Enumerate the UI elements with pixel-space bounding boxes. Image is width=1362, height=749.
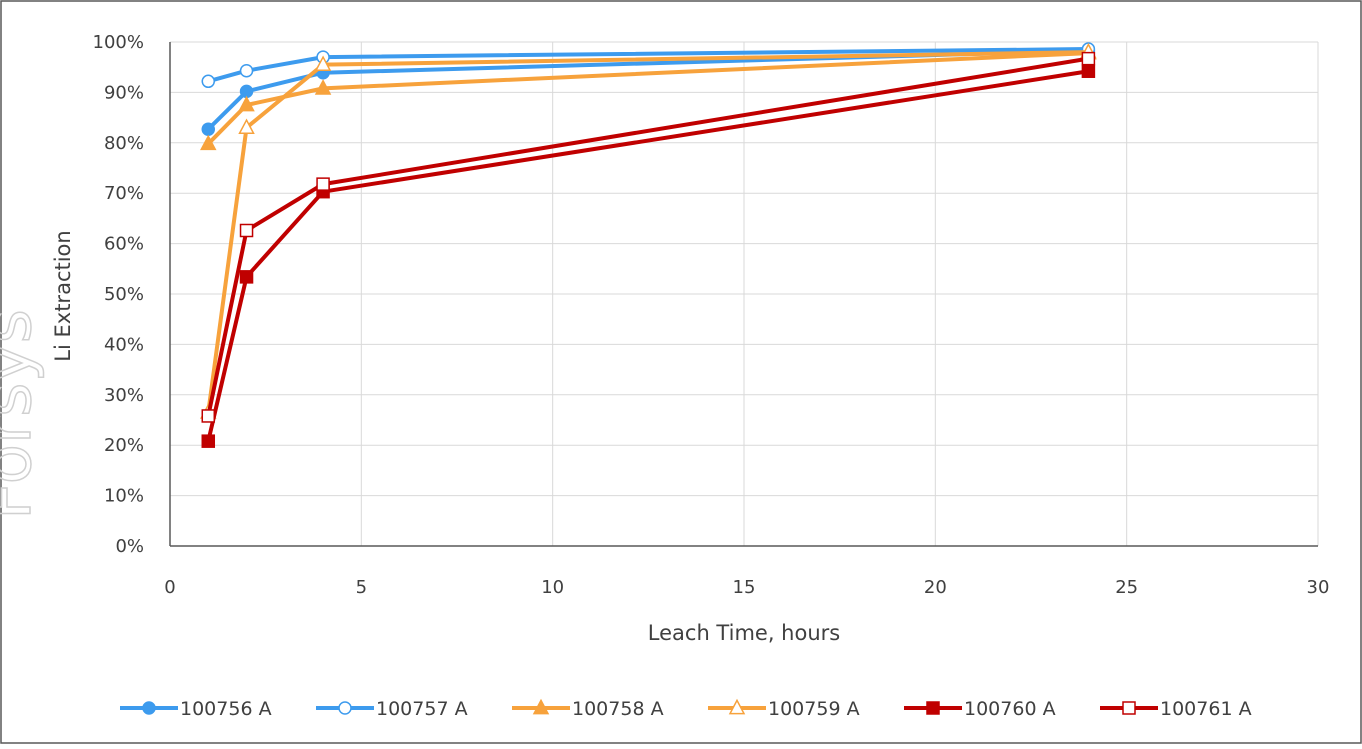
- legend-label: 100758 A: [572, 698, 664, 720]
- data-point: [314, 55, 332, 72]
- data-point: [200, 134, 217, 151]
- legend-marker: [532, 698, 550, 715]
- data-point: [201, 74, 216, 89]
- x-axis-title: Leach Time, hours: [648, 621, 840, 645]
- legend-label: 100759 A: [768, 698, 860, 720]
- legend-label: 100761 A: [1160, 698, 1252, 720]
- y-axis-title: Li Extraction: [51, 230, 75, 361]
- y-tick-label: 80%: [104, 133, 144, 154]
- legend-marker: [1122, 701, 1136, 715]
- legend-label: 100757 A: [376, 698, 468, 720]
- series-line: [206, 69, 1089, 442]
- watermark-text: Forsys: [0, 309, 46, 520]
- x-tick-label: 30: [1307, 577, 1330, 598]
- data-point: [314, 79, 332, 95]
- y-tick-label: 20%: [104, 435, 144, 456]
- data-point: [1081, 64, 1096, 78]
- legend-label: 100760 A: [964, 698, 1056, 720]
- legend-item: 100760 A: [904, 698, 1056, 720]
- y-tick-label: 40%: [104, 334, 144, 355]
- data-point: [316, 177, 330, 191]
- x-tick-label: 15: [733, 577, 756, 598]
- data-point: [238, 95, 255, 112]
- data-point: [201, 434, 216, 448]
- y-tick-label: 30%: [104, 385, 144, 406]
- labels-layer: 0% 10% 20% 30% 40% 50% 60% 70% 80% 90% 100% 0 5 10 15 2…: [51, 32, 1329, 645]
- watermark-logo: Forsys: [0, 308, 47, 520]
- data-point: [239, 63, 254, 78]
- x-tick-label: 20: [924, 577, 947, 598]
- series-line: [206, 48, 1089, 131]
- y-tick-label: 60%: [104, 234, 144, 255]
- legend-marker: [926, 701, 940, 715]
- y-tick-label: 70%: [104, 183, 144, 204]
- y-tick-label: 90%: [104, 82, 144, 103]
- x-tick-label: 5: [356, 577, 367, 598]
- legend-label: 100756 A: [180, 698, 272, 720]
- series-line: [207, 47, 1089, 84]
- y-tick-label: 50%: [104, 284, 144, 305]
- legend-item: 100756 A: [120, 698, 272, 720]
- x-tick-label: 25: [1115, 577, 1138, 598]
- x-tick-label: 0: [164, 577, 175, 598]
- series-6: [201, 51, 1096, 423]
- legend-marker: [728, 698, 746, 715]
- data-point: [239, 84, 254, 99]
- legend-marker: [338, 701, 352, 715]
- legend-item: 100757 A: [316, 698, 468, 720]
- series-layer: [200, 42, 1097, 448]
- y-tick-label: 0%: [115, 536, 144, 557]
- data-point: [238, 118, 255, 135]
- series-line: [206, 50, 1089, 413]
- data-point: [201, 409, 216, 423]
- legend: 100756 A 100757 A 100758 A 100759 A 100760 A…: [120, 698, 1252, 720]
- legend-marker: [142, 701, 156, 715]
- data-point: [239, 270, 254, 284]
- legend-item: 100759 A: [708, 698, 860, 720]
- series-5: [201, 64, 1096, 448]
- y-tick-label: 100%: [93, 32, 144, 53]
- axes-layer: [169, 42, 1318, 547]
- data-point: [239, 223, 254, 238]
- data-point: [1081, 51, 1096, 66]
- grid-layer: [170, 41, 1319, 546]
- data-point: [201, 122, 216, 136]
- y-tick-label: 10%: [104, 486, 144, 507]
- legend-item: 100758 A: [512, 698, 664, 720]
- x-tick-label: 10: [541, 577, 564, 598]
- series-line: [206, 56, 1089, 417]
- legend-item: 100761 A: [1100, 698, 1252, 720]
